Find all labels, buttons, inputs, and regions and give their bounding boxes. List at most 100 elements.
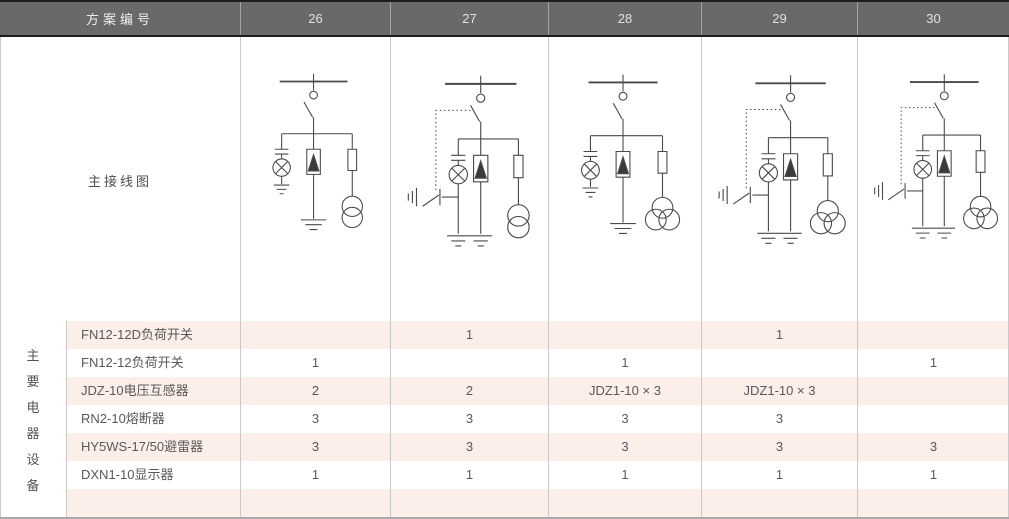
equipment-value: [390, 349, 548, 377]
equipment-name: JDZ-10电压互感器: [66, 377, 240, 405]
equipment-value: 1: [548, 349, 701, 377]
load-switch-blade: [303, 101, 315, 134]
equipment-value: [857, 321, 1009, 349]
voltage-transformer-winding: [341, 195, 363, 218]
equipment-value: 1: [701, 321, 857, 349]
ground-small: [273, 184, 290, 195]
ground: [757, 232, 780, 244]
wiring-diagram-svg: [718, 75, 846, 244]
wiring-diagram-29: [701, 37, 857, 324]
voltage-transformer-winding: [816, 200, 839, 223]
equipment-row-empty: [66, 489, 1009, 517]
ground: [779, 232, 802, 244]
lamp-cross: [916, 162, 930, 177]
surge-arrester: [936, 150, 952, 177]
earthing-switch-blade: [732, 192, 750, 205]
fuse: [347, 148, 358, 172]
interlock-dotted-line: [900, 107, 935, 186]
equipment-value: [240, 489, 390, 517]
equipment-value: 3: [701, 405, 857, 433]
earthing-switch-blade: [422, 194, 440, 207]
voltage-transformer-winding: [341, 206, 363, 229]
ground: [469, 235, 492, 247]
surge-arrester-arrow: [784, 157, 797, 177]
wiring-diagram-26: [240, 37, 390, 324]
wiring-diagram-svg: [272, 73, 363, 231]
equipment-name: FN12-12负荷开关: [66, 349, 240, 377]
equipment-value: 1: [240, 349, 390, 377]
wiring-diagram-svg: [874, 74, 999, 239]
equipment-value: [857, 489, 1009, 517]
equipment-value: 1: [390, 461, 548, 489]
equipment-name: FN12-12D负荷开关: [66, 321, 240, 349]
surge-arrester-arrow: [474, 159, 488, 179]
wiring-diagram-30: [857, 37, 1009, 324]
surge-arrester-arrow: [938, 154, 951, 174]
surge-arrester: [615, 150, 631, 178]
equipment-row-jdz-10: JDZ-10电压互感器 2 2 JDZ1-10 × 3 JDZ1-10 × 3: [66, 377, 1009, 405]
surge-arrester: [473, 154, 489, 183]
fuse: [975, 150, 986, 173]
voltage-transformer-winding: [963, 207, 985, 230]
equipment-value: JDZ1-10 × 3: [548, 377, 701, 405]
lamp-cross: [275, 161, 289, 175]
equipment-value: [857, 377, 1009, 405]
load-switch-blade: [470, 105, 482, 139]
wiring-diagram-row-label: 主接线图: [87, 173, 152, 189]
earthing-switch-ground: [718, 185, 728, 205]
equipment-value: 3: [701, 433, 857, 461]
voltage-transformer-winding: [809, 212, 833, 235]
capacitive-tap: [274, 133, 289, 159]
surge-arrester: [306, 148, 321, 175]
load-switch-hinge: [309, 90, 318, 100]
surge-arrester-arrow: [616, 155, 630, 175]
interlock-dotted-line: [435, 109, 471, 191]
load-switch-hinge: [476, 93, 486, 103]
voltage-transformer-winding: [976, 207, 999, 230]
earthing-switch-ground: [874, 182, 884, 200]
voltage-transformer-winding: [507, 215, 530, 239]
equipment-value: [548, 321, 701, 349]
surge-arrester-arrow: [307, 152, 320, 172]
wiring-diagram-svg: [581, 74, 681, 234]
equipment-value: 1: [857, 461, 1009, 489]
equipment-value: [548, 489, 701, 517]
equipment-value: 1: [548, 461, 701, 489]
ground: [911, 227, 934, 239]
surge-arrester: [782, 153, 799, 181]
ground: [447, 235, 470, 247]
equipment-value: 2: [240, 377, 390, 405]
load-switch-blade: [934, 102, 945, 136]
earthing-switch-blade: [888, 188, 905, 201]
load-switch-hinge: [785, 92, 796, 102]
equipment-section: 主 要 电 器 设 备 FN12-12D负荷开关 1 1 FN12-12负荷开关…: [0, 321, 1009, 517]
equipment-value: 1: [701, 461, 857, 489]
equipment-value: [701, 489, 857, 517]
voltage-transformer-winding: [823, 212, 846, 235]
equipment-value: [240, 321, 390, 349]
equipment-value: 1: [857, 349, 1009, 377]
table-left-border: [0, 37, 1, 517]
load-switch-blade: [780, 104, 792, 138]
lamp-cross: [451, 167, 466, 182]
voltage-transformer-winding: [658, 208, 681, 231]
lamp-cross: [761, 166, 776, 180]
voltage-transformer-winding: [644, 208, 667, 231]
wiring-diagram-28: [548, 37, 701, 324]
ground: [610, 223, 636, 234]
equipment-section-vertical-label: 主 要 电 器 设 备: [0, 321, 66, 517]
equipment-value: 3: [857, 433, 1009, 461]
header-row: 方案编号 26 27 28 29 30: [0, 0, 1009, 37]
interlock-dotted-line: [745, 108, 781, 189]
equipment-row-rn2-10: RN2-10熔断器 3 3 3 3: [66, 405, 1009, 433]
equipment-value: 2: [390, 377, 548, 405]
capacitive-tap: [583, 135, 598, 162]
capacitive-tap: [761, 137, 776, 164]
equipment-value: 1: [390, 321, 548, 349]
fuse: [822, 153, 833, 177]
equipment-value: [701, 349, 857, 377]
voltage-transformer-winding: [651, 196, 674, 219]
equipment-row-dxn1-10: DXN1-10显示器 1 1 1 1 1: [66, 461, 1009, 489]
header-scheme-26: 26: [240, 2, 390, 35]
equipment-name: DXN1-10显示器: [66, 461, 240, 489]
